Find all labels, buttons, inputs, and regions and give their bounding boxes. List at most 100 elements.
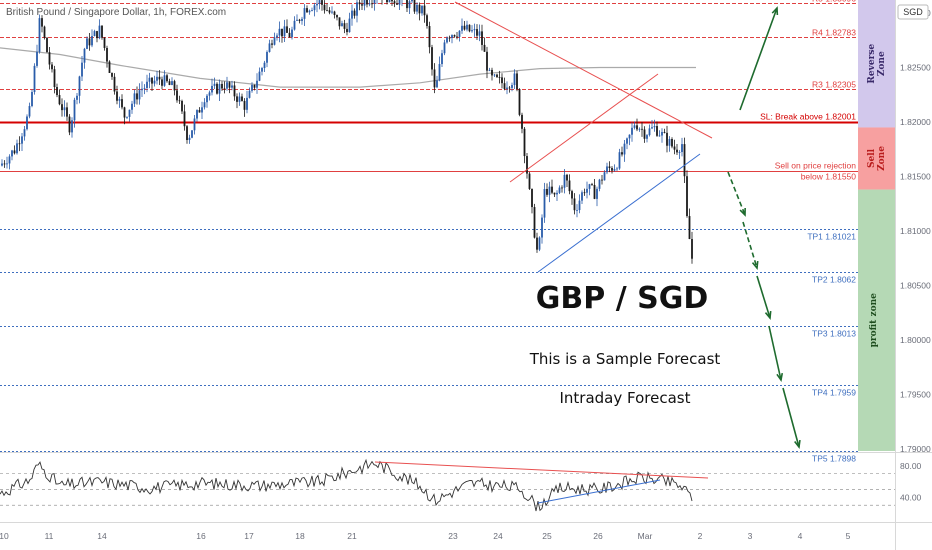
level-label: Sell on price rejection xyxy=(775,161,857,171)
candle-body xyxy=(531,188,533,208)
candle-body xyxy=(158,76,161,80)
candle-body xyxy=(686,176,688,217)
candle-body xyxy=(506,87,508,89)
zone-label: ReverseZone xyxy=(867,44,887,84)
candle-body xyxy=(566,174,568,181)
candle-body xyxy=(203,102,206,108)
candle-body xyxy=(273,37,276,45)
descending-trendline xyxy=(454,1,713,139)
forecast-arrow xyxy=(756,275,771,319)
candle-body xyxy=(121,99,123,108)
candle-body xyxy=(586,188,588,193)
candle-body xyxy=(623,143,626,155)
candle-body xyxy=(673,146,676,150)
candle-body xyxy=(141,88,143,91)
candle-body xyxy=(601,179,603,181)
level-label: TP2 1.8062 xyxy=(812,275,856,285)
candle-body xyxy=(508,87,511,89)
candle-body xyxy=(658,135,661,137)
candle-body xyxy=(353,10,356,16)
level-label: TP3 1.8013 xyxy=(812,329,856,339)
candle-body xyxy=(83,48,86,63)
candle-body xyxy=(208,92,211,96)
candle-body xyxy=(606,166,608,173)
currency-badge-box[interactable] xyxy=(897,4,929,20)
candle-body xyxy=(78,76,81,96)
candle-body xyxy=(31,91,33,107)
candle-body xyxy=(101,25,103,38)
candle-body xyxy=(293,20,296,30)
candle-body xyxy=(181,100,183,112)
candle-body xyxy=(678,152,681,153)
candle-body xyxy=(501,77,503,84)
candle-body xyxy=(173,81,176,91)
candle-body xyxy=(628,134,631,139)
candle-body xyxy=(596,188,598,199)
level-label: SL: Break above 1.82001 xyxy=(760,112,856,122)
candle-body xyxy=(333,11,336,15)
candle-body xyxy=(568,180,571,192)
candle-body xyxy=(491,69,493,76)
candle-body xyxy=(223,88,226,90)
candle-body xyxy=(363,0,366,6)
time-tick-label: 18 xyxy=(295,531,305,541)
candle-body xyxy=(231,85,233,88)
candle-body xyxy=(306,8,308,13)
level-label: below 1.81550 xyxy=(801,172,857,182)
forecast-arrowhead xyxy=(764,310,772,320)
candle-body xyxy=(303,8,306,19)
subtitle-intraday: Intraday Forecast xyxy=(559,389,690,407)
candle-body xyxy=(518,88,521,115)
time-tick-label: 26 xyxy=(593,531,603,541)
candles-layer xyxy=(1,0,693,264)
candle-body xyxy=(193,118,196,131)
forecast-arrowhead xyxy=(794,439,801,449)
candle-body xyxy=(461,25,463,31)
candle-body xyxy=(278,28,281,36)
candle-body xyxy=(668,139,671,146)
candle-body xyxy=(271,43,273,45)
candle-body xyxy=(188,137,191,141)
candle-body xyxy=(361,4,363,6)
candle-body xyxy=(76,95,78,100)
candle-body xyxy=(548,186,551,195)
candle-body xyxy=(608,166,611,169)
candle-body xyxy=(613,169,616,171)
candle-body xyxy=(676,149,678,153)
candle-body xyxy=(176,90,178,101)
candle-body xyxy=(393,1,396,4)
candle-body xyxy=(13,150,16,154)
time-tick-label: 14 xyxy=(97,531,107,541)
candle-body xyxy=(528,173,531,189)
candle-body xyxy=(388,0,391,3)
candle-body xyxy=(476,29,478,36)
price-axis[interactable] xyxy=(895,0,932,550)
candle-body xyxy=(468,24,471,32)
time-tick-label: 11 xyxy=(45,531,54,541)
candle-body xyxy=(456,36,458,38)
candle-body xyxy=(653,126,656,128)
candle-body xyxy=(331,11,333,13)
candle-body xyxy=(136,93,138,100)
candle-body xyxy=(166,75,168,82)
rsi-pane[interactable] xyxy=(0,454,895,522)
candle-body xyxy=(123,107,126,118)
candle-body xyxy=(33,65,36,92)
candle-body xyxy=(163,75,166,86)
levels-layer: R5 1.83096 R4 1.82783 R3 1.82305 SL: Break … xyxy=(0,0,858,464)
candle-body xyxy=(498,77,501,78)
candle-body xyxy=(431,47,433,70)
candle-body xyxy=(683,144,686,177)
candle-body xyxy=(196,110,198,119)
candle-body xyxy=(36,51,38,66)
candle-body xyxy=(483,44,486,52)
candle-body xyxy=(148,77,151,82)
candle-body xyxy=(453,35,456,37)
candle-body xyxy=(51,64,53,70)
candle-body xyxy=(488,69,491,71)
candle-body xyxy=(578,200,581,211)
candle-body xyxy=(481,31,483,45)
candle-body xyxy=(616,168,618,170)
candle-body xyxy=(63,107,66,111)
